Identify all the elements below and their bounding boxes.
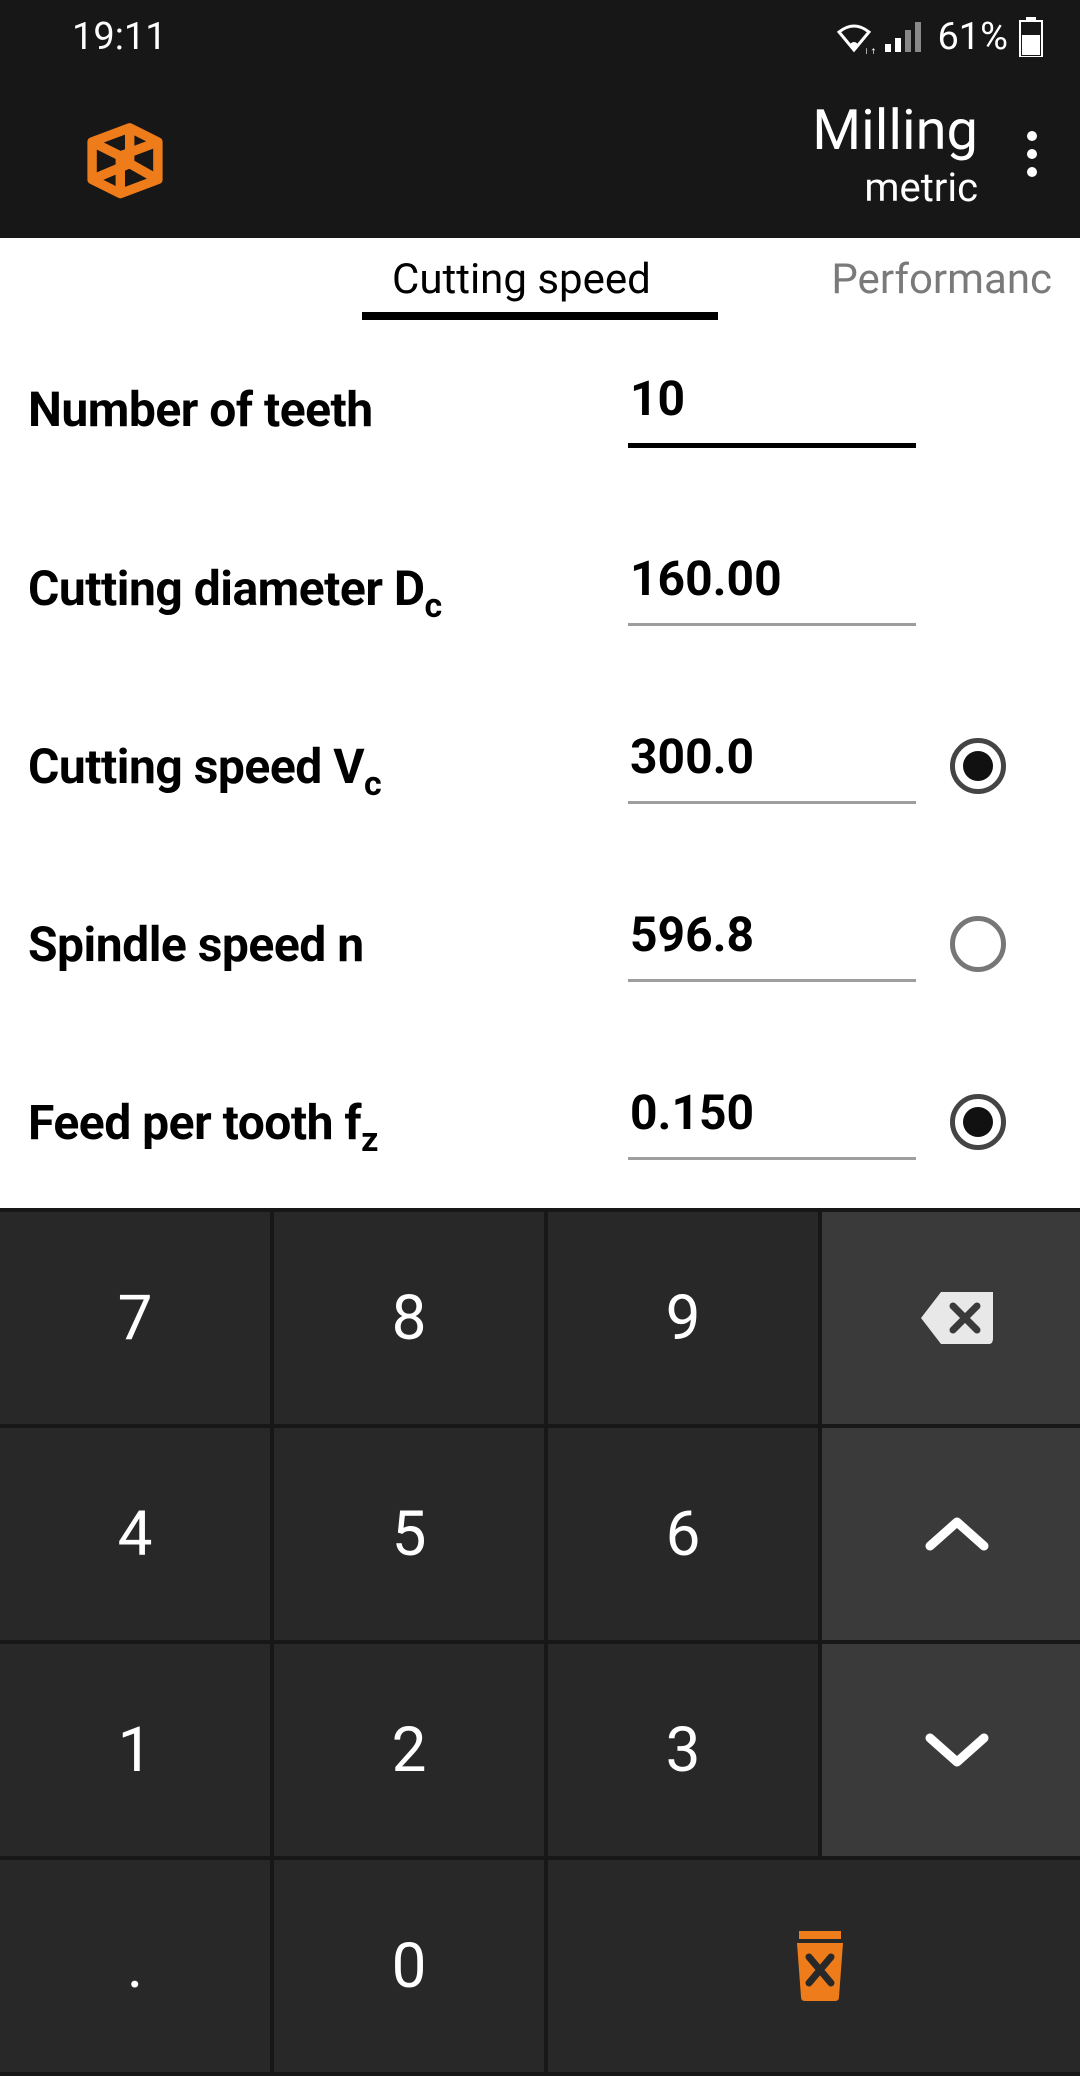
- trash-clear-icon: [791, 1931, 849, 2001]
- page-title: Milling: [812, 101, 978, 160]
- chevron-up-icon: [922, 1514, 992, 1554]
- numeric-keypad: 7 8 9 4 5 6 1 2 3 . 0: [0, 1208, 1080, 2076]
- param-label: Number of teeth: [28, 381, 628, 438]
- key-9[interactable]: 9: [548, 1212, 818, 1424]
- key-clear[interactable]: [548, 1860, 1080, 2072]
- param-radio[interactable]: [950, 1094, 1006, 1150]
- more-vert-icon: [1026, 130, 1038, 178]
- param-row: Spindle speed n596.8: [28, 906, 1052, 982]
- param-label: Spindle speed n: [28, 916, 628, 973]
- wifi-icon: ↓↑: [833, 20, 875, 54]
- param-label: Cutting speed Vc: [28, 738, 628, 795]
- overflow-menu-button[interactable]: [1012, 120, 1052, 192]
- param-label: Cutting diameter Dc: [28, 560, 628, 617]
- param-input[interactable]: 0.150: [628, 1084, 916, 1160]
- key-dot[interactable]: .: [0, 1860, 270, 2072]
- svg-text:↓↑: ↓↑: [863, 44, 875, 54]
- key-7[interactable]: 7: [0, 1212, 270, 1424]
- key-6[interactable]: 6: [548, 1428, 818, 1640]
- battery-pct: 61%: [937, 15, 1008, 59]
- signal-icon: [885, 22, 921, 52]
- page-subtitle: metric: [812, 164, 978, 211]
- tab-cutting-speed[interactable]: Cutting speed: [362, 238, 681, 320]
- app-bar: Milling metric: [0, 74, 1080, 238]
- status-time: 19:11: [72, 15, 167, 59]
- status-icons: ↓↑ 61%: [833, 15, 1044, 59]
- param-input[interactable]: 10: [628, 370, 916, 448]
- key-4[interactable]: 4: [0, 1428, 270, 1640]
- param-row: Cutting diameter Dc160.00: [28, 550, 1052, 626]
- key-5[interactable]: 5: [274, 1428, 544, 1640]
- parameters-form: Number of teeth10 Cutting diameter Dc160.…: [0, 320, 1080, 1338]
- status-bar: 19:11 ↓↑ 61%: [0, 0, 1080, 74]
- param-input[interactable]: 596.8: [628, 906, 916, 982]
- key-8[interactable]: 8: [274, 1212, 544, 1424]
- param-radio[interactable]: [950, 738, 1006, 794]
- chevron-down-icon: [922, 1730, 992, 1770]
- key-1[interactable]: 1: [0, 1644, 270, 1856]
- key-3[interactable]: 3: [548, 1644, 818, 1856]
- key-up[interactable]: [822, 1428, 1080, 1640]
- param-label: Feed per tooth fz: [28, 1094, 628, 1151]
- tab-indicator: [362, 312, 718, 320]
- param-input[interactable]: 300.0: [628, 728, 916, 804]
- tab-bar: Cutting speed Performanc: [0, 238, 1080, 320]
- param-input[interactable]: 160.00: [628, 550, 916, 626]
- param-radio[interactable]: [950, 916, 1006, 972]
- key-down[interactable]: [822, 1644, 1080, 1856]
- backspace-icon: [921, 1292, 993, 1344]
- key-0[interactable]: 0: [274, 1860, 544, 2072]
- param-row: Cutting speed Vc300.0: [28, 728, 1052, 804]
- param-row: Number of teeth10: [28, 370, 1052, 448]
- param-row: Feed per tooth fz0.150: [28, 1084, 1052, 1160]
- key-backspace[interactable]: [822, 1212, 1080, 1424]
- app-logo-icon: [78, 109, 172, 203]
- tab-performance[interactable]: Performanc: [801, 238, 1080, 320]
- battery-icon: [1018, 17, 1044, 57]
- key-2[interactable]: 2: [274, 1644, 544, 1856]
